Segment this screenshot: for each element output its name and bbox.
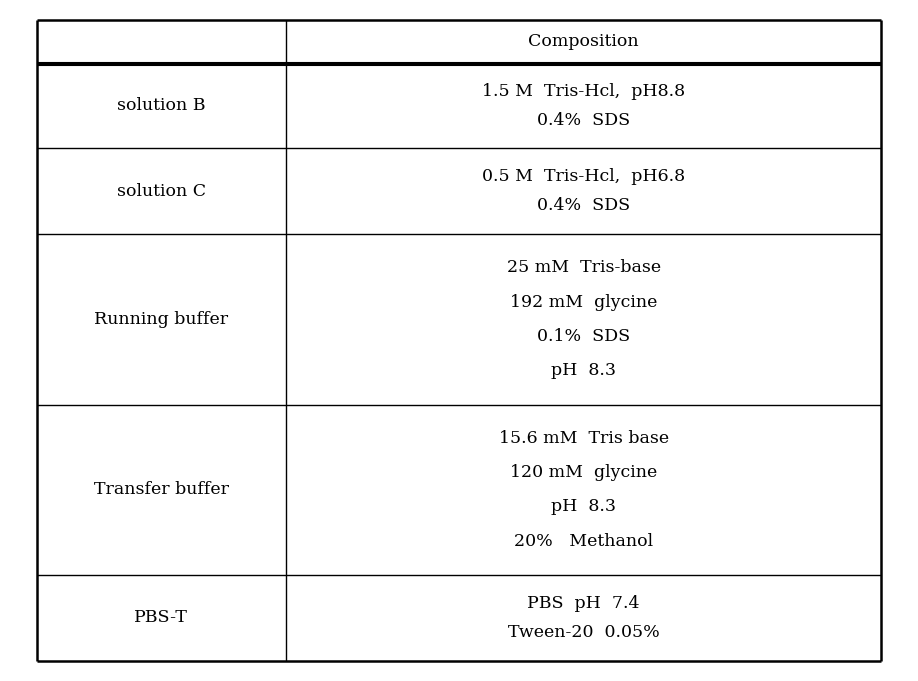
Text: pH  8.3: pH 8.3 [551,498,616,516]
Text: 25 mM  Tris-base: 25 mM Tris-base [507,259,661,276]
Text: Running buffer: Running buffer [95,311,229,328]
Text: 120 mM  glycine: 120 mM glycine [509,464,657,481]
Text: 0.5 M  Tris-Hcl,  pH6.8: 0.5 M Tris-Hcl, pH6.8 [482,168,685,185]
Text: 0.4%  SDS: 0.4% SDS [537,112,630,129]
Text: pH  8.3: pH 8.3 [551,362,616,379]
Text: Composition: Composition [528,33,639,50]
Text: Tween-20  0.05%: Tween-20 0.05% [508,624,659,641]
Text: PBS  pH  7.4: PBS pH 7.4 [527,595,640,612]
Text: solution B: solution B [117,97,206,114]
Text: 192 mM  glycine: 192 mM glycine [509,294,657,311]
Text: 0.4%  SDS: 0.4% SDS [537,197,630,214]
Text: 20%   Methanol: 20% Methanol [514,533,653,550]
Text: PBS-T: PBS-T [134,609,188,627]
Text: 1.5 M  Tris-Hcl,  pH8.8: 1.5 M Tris-Hcl, pH8.8 [482,83,685,100]
Text: solution C: solution C [117,183,206,200]
Text: 15.6 mM  Tris base: 15.6 mM Tris base [498,430,668,447]
Text: 0.1%  SDS: 0.1% SDS [537,328,630,345]
Text: Transfer buffer: Transfer buffer [94,481,229,498]
